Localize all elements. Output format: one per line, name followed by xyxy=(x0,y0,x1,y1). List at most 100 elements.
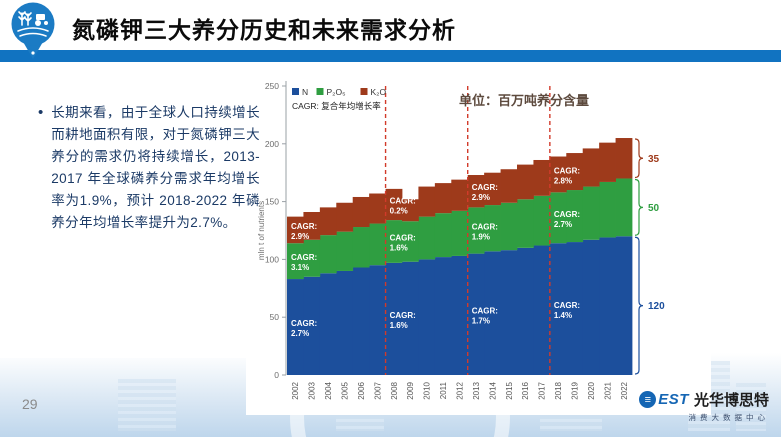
legend-cagr-note: CAGR: 复合年均增长率 xyxy=(292,101,381,111)
bar-segment-P₂O₅ xyxy=(549,192,567,244)
bar-segment-K₂O xyxy=(549,156,567,193)
bar-segment-K₂O xyxy=(287,216,304,244)
brand-logo: ≡ EST 光华博思特 消费大数据中心 xyxy=(639,389,769,423)
y-tick-label: 150 xyxy=(265,197,279,207)
bar-segment-N xyxy=(615,236,633,375)
x-tick-label: 2015 xyxy=(505,381,514,399)
x-tick-label: 2019 xyxy=(571,381,580,399)
cagr-value: 1.9% xyxy=(472,233,490,242)
bar-segment-K₂O xyxy=(369,193,386,224)
cagr-label: CAGR: xyxy=(472,223,498,232)
y-tick-label: 100 xyxy=(265,254,279,264)
brand-subtitle: 消费大数据中心 xyxy=(688,413,769,422)
bar-segment-K₂O xyxy=(566,153,584,191)
nutrient-demand-chart: 0 50 100 150 200 250 mln t of nutrients 2002 200… xyxy=(252,72,707,412)
segment-total-label: 35 xyxy=(648,154,660,165)
bar-segment-P₂O₅ xyxy=(451,210,469,256)
bar-segment-N xyxy=(533,245,551,375)
bar-segment-K₂O xyxy=(385,188,403,221)
bar-segment-K₂O xyxy=(582,148,600,187)
x-tick-label: 2011 xyxy=(439,381,448,399)
bar-segment-K₂O xyxy=(517,164,534,200)
cagr-value: 2.8% xyxy=(554,176,572,185)
bar-segment-P₂O₅ xyxy=(369,223,386,266)
x-tick-label: 2012 xyxy=(456,381,465,399)
cagr-label: CAGR: xyxy=(390,196,416,205)
segment-brace-N xyxy=(634,236,644,375)
bar-segment-P₂O₅ xyxy=(287,243,304,280)
unit-label: 单位：百万吨养分含量 xyxy=(459,93,589,108)
x-tick-label: 2004 xyxy=(324,381,333,399)
bar-segment-K₂O xyxy=(434,183,452,214)
bar-segment-P₂O₅ xyxy=(434,213,452,258)
x-tick-label: 2003 xyxy=(308,381,317,399)
bar-segment-N xyxy=(599,237,616,375)
bar-segment-P₂O₅ xyxy=(517,199,534,248)
cagr-label: CAGR: xyxy=(472,183,498,192)
bar-segment-N xyxy=(369,265,386,375)
segment-total-label: 120 xyxy=(648,301,665,312)
cagr-value: 1.6% xyxy=(390,321,408,330)
segment-total-label: 50 xyxy=(648,203,660,214)
x-tick-label: 2007 xyxy=(373,381,382,399)
bar-segment-K₂O xyxy=(533,159,551,196)
title-accent-bar xyxy=(0,49,781,62)
bar-segment-N xyxy=(484,251,501,375)
bar-segment-N xyxy=(517,247,534,375)
cagr-label: CAGR: xyxy=(554,301,580,310)
brand-name-text: 光华博思特 xyxy=(693,392,769,409)
bar-segment-P₂O₅ xyxy=(566,190,584,243)
y-tick-label: 200 xyxy=(265,139,279,149)
bar-segment-P₂O₅ xyxy=(385,220,403,263)
legend-label: N xyxy=(302,87,308,97)
legend-label: K₂O xyxy=(371,87,387,97)
cagr-value: 2.9% xyxy=(472,193,490,202)
bar-segment-N xyxy=(336,270,354,375)
bar-segment-K₂O xyxy=(319,207,337,236)
bar-segment-P₂O₅ xyxy=(599,181,616,238)
bar-segment-K₂O xyxy=(418,186,436,217)
bar-segment-K₂O xyxy=(336,202,354,232)
cagr-value: 2.9% xyxy=(291,232,309,241)
bar-segment-N xyxy=(500,250,518,375)
x-tick-label: 2006 xyxy=(357,381,366,399)
bar-segment-P₂O₅ xyxy=(467,207,485,254)
bar-segment-K₂O xyxy=(599,142,616,182)
bar-segment-N xyxy=(582,239,600,375)
bar-segment-N xyxy=(467,253,485,375)
bar-segment-P₂O₅ xyxy=(352,227,370,268)
cagr-value: 1.6% xyxy=(390,243,408,252)
building-silhouette xyxy=(118,379,176,431)
bar-segment-N xyxy=(319,273,337,375)
bar-segment-N xyxy=(287,279,304,375)
legend-swatch-K₂O xyxy=(360,88,368,95)
bar-segment-P₂O₅ xyxy=(615,178,633,237)
bar-segment-K₂O xyxy=(303,212,321,240)
cagr-label: CAGR: xyxy=(554,210,580,219)
x-tick-label: 2018 xyxy=(554,381,563,399)
cagr-label: CAGR: xyxy=(291,253,317,262)
bar-segment-N xyxy=(451,255,469,375)
x-tick-label: 2016 xyxy=(521,381,530,399)
brand-est-text: EST xyxy=(658,391,689,408)
agriculture-pin-logo-icon xyxy=(11,2,55,59)
x-tick-label: 2013 xyxy=(472,381,481,399)
building-silhouette xyxy=(736,383,766,431)
cagr-label: CAGR: xyxy=(390,233,416,242)
legend-swatch-N xyxy=(292,88,299,95)
segment-brace-P₂O₅ xyxy=(634,178,644,236)
cagr-value: 0.2% xyxy=(390,206,408,215)
left-content-panel xyxy=(0,63,250,358)
bar-segment-P₂O₅ xyxy=(402,221,419,262)
bar-segment-N xyxy=(549,243,567,375)
bar-segment-P₂O₅ xyxy=(582,186,600,240)
bar-segment-P₂O₅ xyxy=(303,239,321,277)
cagr-label: CAGR: xyxy=(554,166,580,175)
bar-segment-K₂O xyxy=(500,169,518,203)
bar-segment-P₂O₅ xyxy=(336,231,354,271)
y-tick-label: 250 xyxy=(265,81,279,91)
x-tick-label: 2014 xyxy=(488,381,497,399)
cagr-value: 3.1% xyxy=(291,263,309,272)
bar-segment-K₂O xyxy=(352,196,370,228)
y-tick-label: 50 xyxy=(270,312,280,322)
